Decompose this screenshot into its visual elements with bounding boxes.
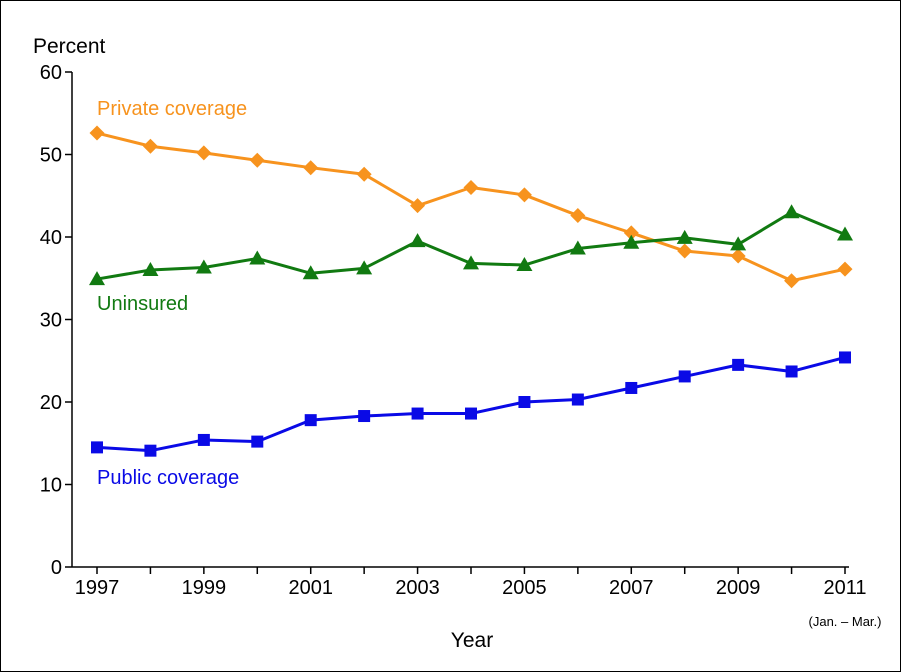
marker-uninsured — [837, 226, 853, 241]
x-tick-label: 2009 — [716, 577, 761, 599]
marker-public-coverage — [839, 351, 851, 364]
series-label-uninsured: Uninsured — [97, 293, 188, 315]
marker-private-coverage — [142, 138, 158, 154]
marker-public-coverage — [91, 441, 103, 454]
x-tick-label: 2011 — [823, 577, 866, 599]
x-axis-note: (Jan. – Mar.) — [809, 614, 882, 629]
marker-uninsured — [356, 260, 373, 275]
marker-public-coverage — [197, 433, 210, 446]
marker-public-coverage — [411, 407, 424, 420]
marker-uninsured — [676, 229, 693, 244]
marker-public-coverage — [625, 381, 638, 394]
marker-private-coverage — [303, 160, 319, 176]
marker-uninsured — [302, 265, 319, 280]
marker-private-coverage — [837, 261, 853, 277]
labels: Percent Year (Jan. – Mar.) Private cover… — [33, 35, 881, 652]
y-axis-label: Percent — [33, 35, 106, 58]
marker-public-coverage — [304, 414, 317, 427]
marker-uninsured — [623, 234, 640, 249]
marker-public-coverage — [144, 444, 157, 457]
marker-private-coverage — [623, 225, 639, 241]
marker-private-coverage — [356, 166, 372, 182]
y-tick-label: 0 — [51, 557, 62, 579]
marker-uninsured — [569, 240, 586, 255]
marker-uninsured — [783, 204, 800, 219]
marker-uninsured — [463, 255, 479, 270]
marker-uninsured — [516, 257, 533, 272]
marker-private-coverage — [516, 187, 532, 203]
x-tick-label: 2007 — [609, 577, 654, 599]
x-tick-label: 2001 — [288, 577, 333, 599]
x-tick-label: 2003 — [395, 577, 440, 599]
y-tick-label: 30 — [40, 310, 62, 332]
marker-uninsured — [409, 233, 426, 248]
marker-public-coverage — [571, 393, 584, 406]
y-tick-label: 60 — [40, 62, 62, 84]
y-tick-label: 40 — [40, 227, 62, 249]
marker-private-coverage — [730, 248, 746, 264]
y-tick-label: 50 — [40, 145, 62, 167]
marker-private-coverage — [89, 125, 105, 141]
marker-private-coverage — [677, 243, 693, 259]
marker-public-coverage — [251, 435, 264, 448]
marker-public-coverage — [465, 407, 477, 420]
marker-uninsured — [195, 259, 212, 274]
x-tick-label: 1997 — [75, 577, 120, 599]
series-label-public-coverage: Public coverage — [97, 467, 239, 489]
series-markers — [89, 125, 853, 457]
x-tick-label: 1999 — [182, 577, 227, 599]
marker-private-coverage — [196, 145, 212, 161]
x-tick-label: 2005 — [502, 577, 547, 599]
marker-public-coverage — [678, 370, 691, 383]
marker-public-coverage — [785, 365, 798, 378]
y-tick-label: 10 — [40, 475, 62, 497]
marker-private-coverage — [463, 180, 479, 195]
marker-public-coverage — [732, 358, 745, 371]
y-ticks: 0 10 20 30 40 50 60 — [40, 62, 72, 579]
marker-private-coverage — [570, 208, 586, 224]
x-ticks: 1997 1999 2001 2003 2005 2007 2009 2011 — [75, 567, 867, 599]
marker-private-coverage — [249, 152, 265, 168]
x-axis-label: Year — [451, 629, 493, 652]
marker-uninsured — [249, 250, 266, 265]
marker-private-coverage — [410, 198, 426, 214]
marker-uninsured — [730, 236, 747, 251]
series-label-private-coverage: Private coverage — [97, 98, 247, 120]
marker-private-coverage — [784, 273, 800, 289]
y-tick-label: 20 — [40, 392, 62, 414]
marker-uninsured — [142, 262, 159, 276]
axes — [71, 72, 849, 568]
marker-uninsured — [89, 271, 105, 286]
marker-public-coverage — [518, 396, 531, 408]
marker-public-coverage — [358, 410, 371, 423]
